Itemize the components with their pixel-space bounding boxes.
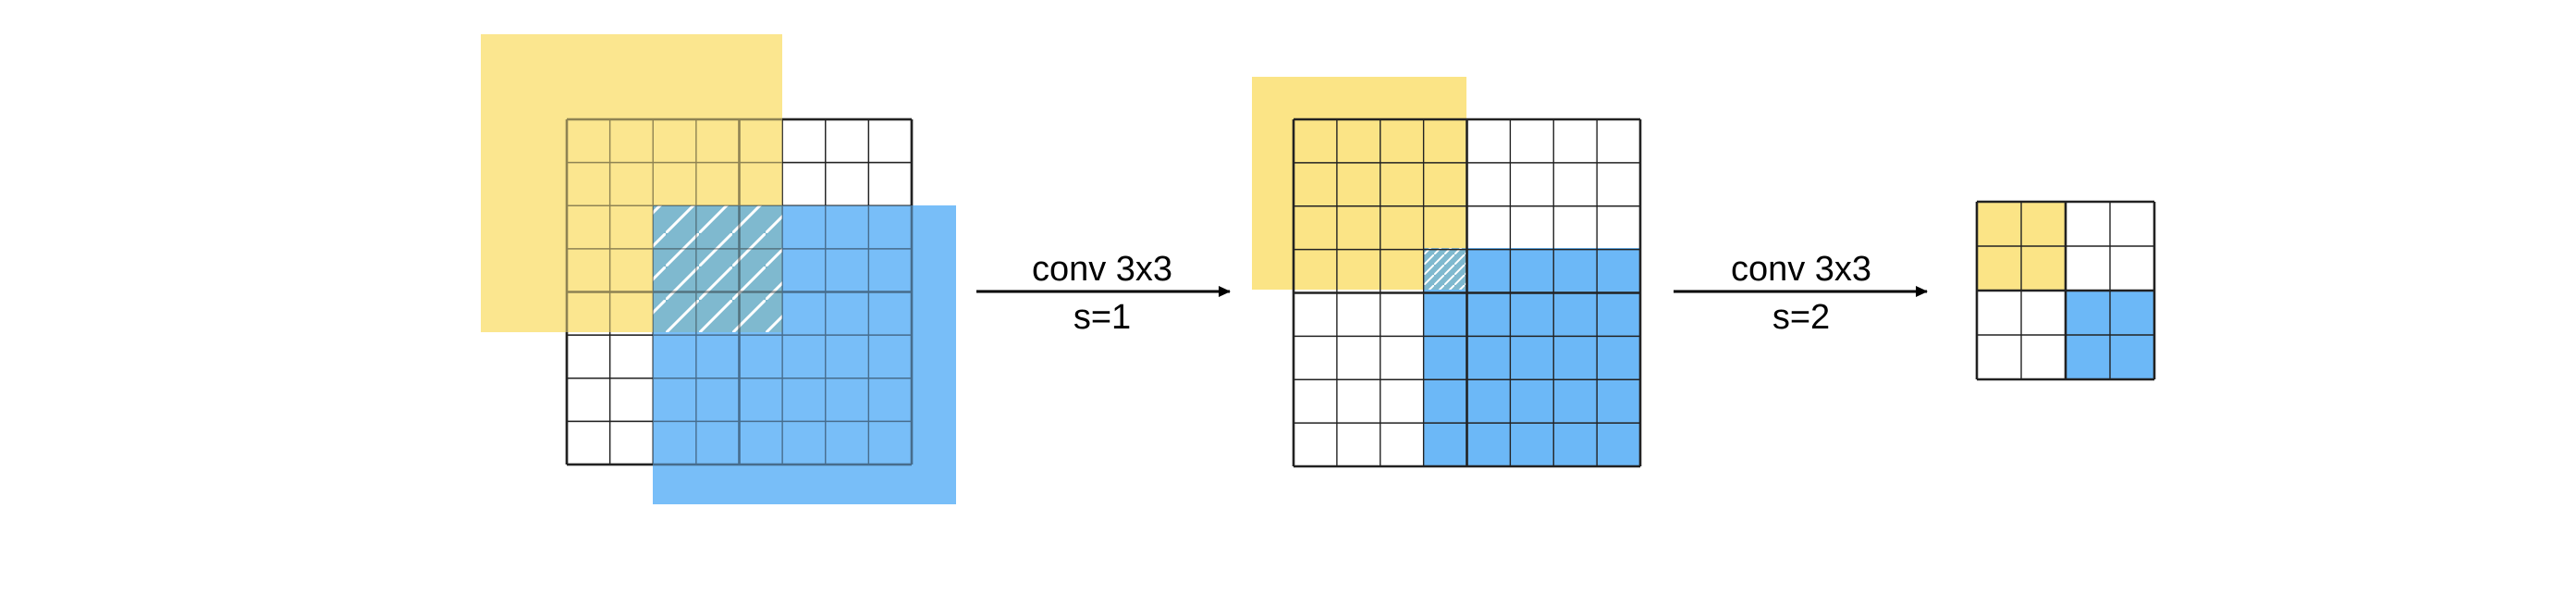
arrow2-label-line2: s=2 [1773,298,1830,337]
stage1-grid-overlay [565,118,914,466]
stage1-input-grid [481,34,956,504]
arrow-conv-s1: conv 3x3 s=1 [976,250,1231,337]
arrow1-label-line1: conv 3x3 [1032,250,1172,289]
stage2-grid-lines [1292,118,1642,468]
arrow2-label-line1: conv 3x3 [1731,250,1871,289]
stage1-overlap-hatch [653,205,782,332]
stage3-grid-lines [1975,200,2156,381]
arrow-conv-s2: conv 3x3 s=2 [1674,250,1928,337]
stage3-output-grid [1975,200,2156,381]
stage2-overlap-hatch [1424,248,1466,290]
stage2-feature-grid [1252,77,1642,468]
arrow1-label-line2: s=1 [1073,298,1131,337]
